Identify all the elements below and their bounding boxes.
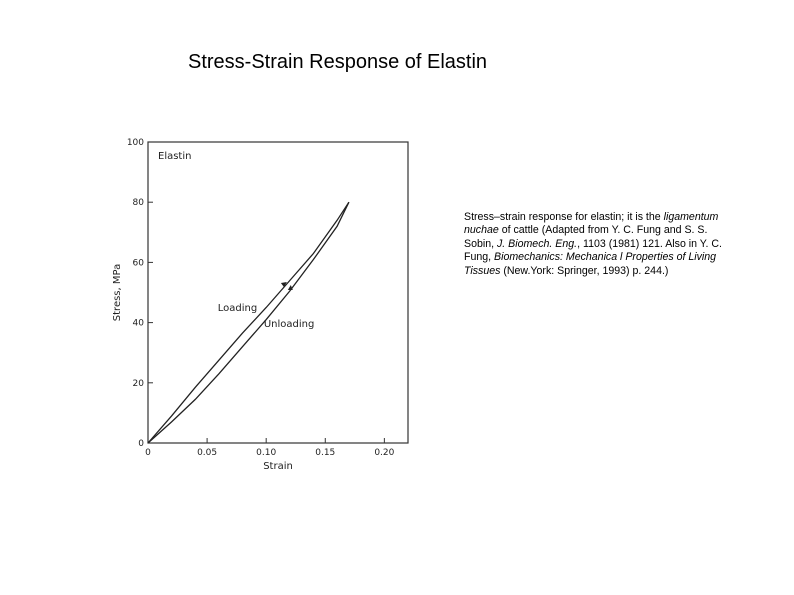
unloading-arrow-mark [287,284,293,290]
y-tick-label: 20 [133,379,145,389]
y-tick-label: 100 [127,138,144,148]
slide-title: Stress-Strain Response of Elastin [188,51,488,73]
plot-frame [147,141,409,444]
caption-text: Stress–strain response for elastin; it i… [464,211,664,223]
x-tick-label: 0.20 [374,448,394,458]
loading-arrow-mark [280,281,287,287]
x-axis-label: Strain [263,461,293,472]
x-tick-label: 0.10 [256,448,276,458]
chart-title: Elastin [158,151,191,162]
x-tick-label: 0.05 [197,448,217,458]
caption-italic-journal: J. Biomech. Eng. [496,237,578,250]
y-tick-label: 40 [133,319,145,329]
figure-caption: Stress–strain response for elastin; it i… [464,211,726,278]
y-tick-label: 0 [138,439,144,449]
series-line-unloading [147,201,350,444]
annotation-loading: Loading [218,303,257,314]
caption-italic-ligamentum: ligamentum nuchae [464,211,719,237]
annotation-unloading: Unloading [264,319,315,330]
caption-text: of cattle (Adapted from Y. C. Fung and S… [464,224,708,250]
caption-italic-book: Biomechanics: Mechanica l Properties of … [464,251,717,277]
caption-text: (New.York: Springer, 1993) p. 244.) [500,264,669,277]
x-tick-label: 0 [145,448,151,458]
x-tick-label: 0.15 [315,448,335,458]
series-line-loading [147,201,350,444]
y-axis-label: Stress, MPa [112,264,123,321]
y-tick-label: 80 [133,198,145,208]
y-tick-label: 60 [133,258,145,268]
caption-text: , 1103 (1981) 121. Also in Y. C. Fung, [464,237,722,264]
